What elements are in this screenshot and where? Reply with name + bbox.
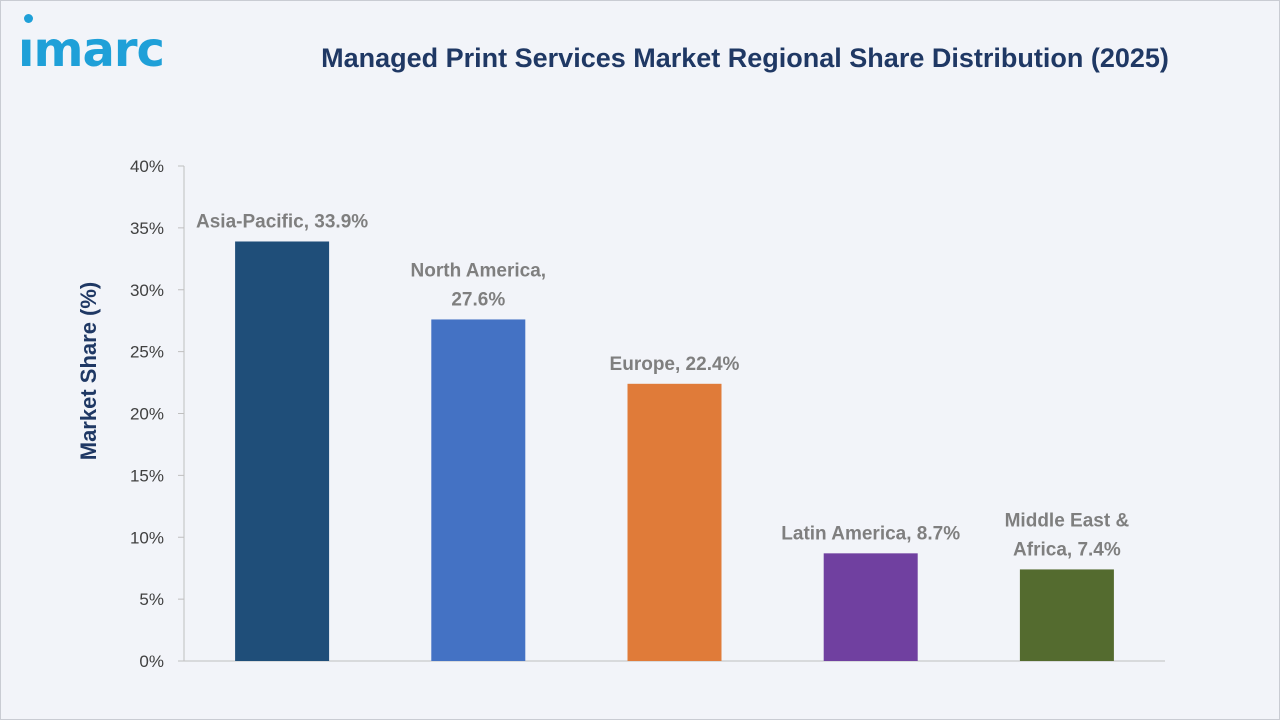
y-tick-label: 25%	[130, 343, 164, 362]
bar	[627, 383, 722, 661]
bar	[823, 553, 918, 661]
data-label: North America,	[411, 260, 547, 281]
y-tick-label: 40%	[130, 157, 164, 176]
y-axis-label: Market Share (%)	[76, 282, 101, 461]
y-tick-label: 20%	[130, 405, 164, 424]
bar	[235, 241, 330, 662]
y-tick-label: 5%	[139, 590, 164, 609]
data-label: 27.6%	[451, 289, 505, 310]
y-tick-label: 0%	[139, 652, 164, 671]
chart-title: Managed Print Services Market Regional S…	[321, 43, 1169, 73]
data-label: Latin America, 8.7%	[781, 523, 960, 544]
y-tick-label: 15%	[130, 466, 164, 485]
imarc-logo: ımarc	[18, 22, 165, 78]
data-label: Asia-Pacific, 33.9%	[196, 211, 368, 232]
bar	[431, 319, 526, 661]
bar	[1019, 569, 1114, 661]
y-tick-label: 10%	[130, 528, 164, 547]
y-tick-label: 30%	[130, 281, 164, 300]
y-tick-label: 35%	[130, 219, 164, 238]
data-label: Middle East &	[1005, 510, 1130, 531]
data-label: Europe, 22.4%	[610, 354, 740, 375]
logo-dot	[24, 14, 33, 23]
data-label: Africa, 7.4%	[1013, 539, 1121, 560]
